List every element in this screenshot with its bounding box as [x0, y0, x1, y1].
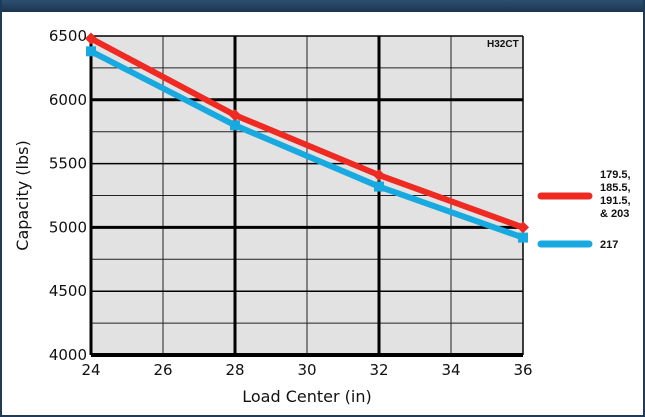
y-tick-label: 4500 [49, 282, 87, 300]
legend-label: 179.5, [600, 169, 631, 181]
series-line [89, 35, 525, 231]
y-tick-label: 6500 [49, 27, 87, 45]
data-point [518, 232, 528, 243]
series-layer [85, 32, 529, 243]
y-tick-label: 4000 [49, 346, 87, 364]
data-point [86, 46, 96, 57]
window-top-bar [0, 0, 645, 12]
data-point [517, 221, 529, 234]
data-point [373, 169, 385, 182]
y-tick-label: 6000 [49, 91, 87, 109]
y-tick-label: 5500 [49, 155, 87, 173]
legend-label: 185.5, [600, 182, 631, 194]
legend-label: & 203 [600, 208, 629, 220]
x-axis-label: Load Center (in) [242, 387, 371, 406]
y-tick-label: 5000 [49, 218, 87, 236]
x-tick-label: 30 [297, 361, 316, 379]
y-axis-label: Capacity (lbs) [13, 140, 32, 250]
x-tick-label: 34 [441, 361, 460, 379]
x-tick-label: 24 [81, 361, 100, 379]
legend: 179.5,185.5,191.5,& 203 217 [537, 169, 631, 251]
legend-label: 217 [600, 239, 618, 251]
x-tick-label: 32 [369, 361, 388, 379]
data-point [85, 32, 97, 45]
data-point [230, 120, 240, 131]
legend-label: 191.5, [600, 195, 631, 207]
grid-major [91, 36, 523, 355]
data-point [374, 181, 384, 192]
series-line [89, 48, 525, 241]
x-tick-label: 26 [153, 361, 172, 379]
model-label: H32CT [487, 39, 519, 50]
grid-minor [91, 36, 523, 355]
tick-labels: 24 26 28 30 32 34 36 4000 4500 5000 5500 6000 6500 [49, 27, 533, 379]
x-tick-label: 36 [513, 361, 532, 379]
axes [89, 35, 524, 357]
x-tick-label: 28 [225, 361, 244, 379]
data-point [229, 109, 241, 122]
